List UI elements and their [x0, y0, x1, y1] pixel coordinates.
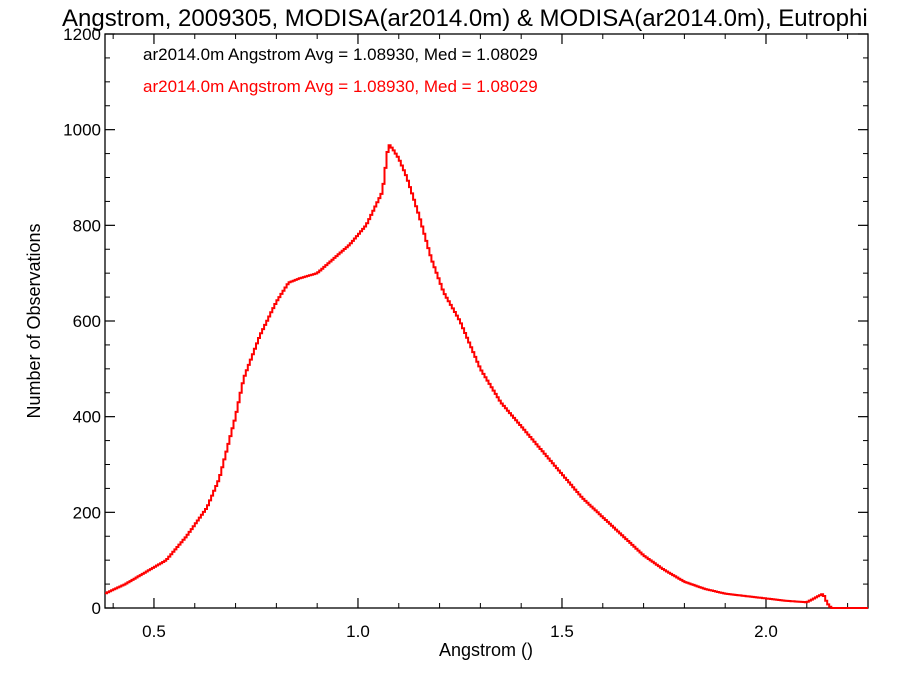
y-tick-label: 1200 — [63, 25, 101, 44]
y-tick-label: 200 — [73, 503, 101, 522]
legend-entry-red: ar2014.0m Angstrom Avg = 1.08930, Med = … — [143, 77, 538, 96]
y-tick-label: 0 — [92, 599, 101, 618]
y-tick-label: 600 — [73, 312, 101, 331]
y-axis-label: Number of Observations — [24, 223, 44, 418]
chart-title: Angstrom, 2009305, MODISA(ar2014.0m) & M… — [62, 5, 868, 32]
x-axis: 0.5 1.0 1.5 2.0 — [112, 34, 849, 641]
x-tick-label: 1.0 — [346, 622, 370, 641]
histogram-series-line — [105, 144, 868, 609]
y-tick-label: 800 — [73, 216, 101, 235]
x-tick-label: 0.5 — [142, 622, 166, 641]
x-tick-label: 2.0 — [754, 622, 778, 641]
x-axis-label: Angstrom () — [439, 640, 533, 660]
y-tick-label: 1000 — [63, 121, 101, 140]
y-tick-label: 400 — [73, 408, 101, 427]
x-tick-label: 1.5 — [550, 622, 574, 641]
plot-frame — [104, 33, 869, 609]
legend-entry-black: ar2014.0m Angstrom Avg = 1.08930, Med = … — [143, 45, 538, 64]
y-axis: 0 200 400 600 800 1000 1200 — [63, 25, 868, 618]
